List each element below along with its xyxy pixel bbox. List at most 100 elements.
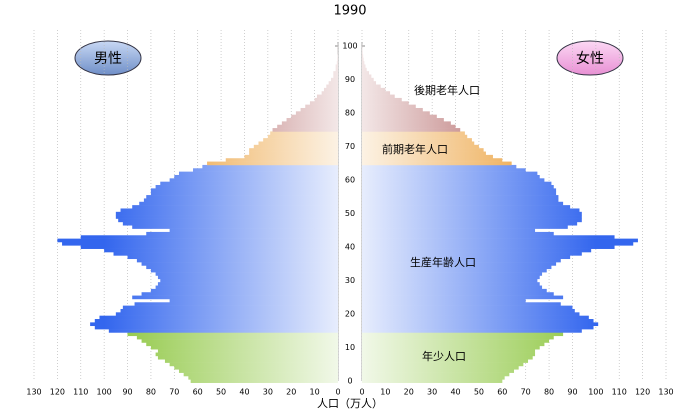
bar (249, 148, 338, 152)
bar (155, 185, 338, 189)
bar (362, 248, 592, 253)
bar (362, 101, 409, 105)
bar (362, 64, 366, 69)
bar (362, 191, 557, 196)
y-tick-label: 20 (345, 310, 355, 319)
bar (169, 362, 338, 367)
x-tick-label: 120 (50, 388, 65, 397)
bar (277, 124, 338, 129)
bar (136, 258, 338, 263)
bar (309, 101, 338, 105)
bar (362, 151, 486, 156)
bar (132, 295, 338, 300)
bar (362, 332, 564, 337)
bar (362, 268, 547, 273)
bar (281, 121, 338, 126)
x-axis-label: 人口（万人） (317, 397, 383, 410)
x-tick-label: 20 (286, 388, 296, 397)
bar (323, 87, 338, 92)
bar (336, 61, 338, 65)
bar (134, 302, 338, 306)
bar (362, 369, 514, 373)
bar (139, 201, 338, 206)
x-tick-label: 70 (169, 388, 179, 397)
bar (122, 305, 338, 310)
bar (362, 329, 582, 333)
bar (113, 252, 338, 256)
bar (362, 174, 540, 179)
bar (146, 231, 338, 236)
bar (94, 325, 338, 330)
bar (321, 91, 338, 95)
bar (330, 77, 338, 82)
bar (155, 272, 338, 276)
bar (362, 262, 557, 266)
bar (157, 355, 338, 360)
bar (362, 77, 374, 82)
x-tick-label: 110 (612, 388, 627, 397)
bar (362, 195, 559, 199)
bar (362, 138, 472, 142)
bar (202, 164, 338, 169)
x-tick-label: 80 (146, 388, 156, 397)
bar (362, 355, 533, 360)
bar (178, 171, 338, 176)
y-tick-label: 100 (342, 42, 357, 51)
bar (120, 208, 339, 213)
bar (362, 255, 571, 260)
bar (286, 118, 338, 122)
bar (150, 268, 338, 273)
bar (305, 104, 338, 109)
bar (362, 57, 364, 62)
bar (362, 258, 561, 263)
bar (183, 372, 338, 377)
bar (362, 302, 561, 306)
bar (362, 278, 538, 283)
bar (362, 107, 423, 112)
bar (120, 308, 339, 313)
bar (150, 345, 338, 350)
bar (115, 215, 338, 219)
bar (362, 211, 582, 216)
x-tick-label: 50 (216, 388, 226, 397)
bar (136, 335, 338, 340)
bar (362, 118, 444, 122)
bar (295, 111, 338, 115)
bar (362, 87, 386, 92)
bar (362, 161, 512, 166)
bar (362, 292, 554, 296)
bar (362, 322, 599, 327)
bar (362, 375, 505, 380)
bar (362, 298, 526, 303)
x-tick-label: 90 (567, 388, 577, 397)
bar (362, 181, 552, 186)
bar (270, 131, 338, 136)
y-tick-label: 80 (345, 109, 355, 118)
bar (127, 332, 339, 337)
x-tick-label: 120 (635, 388, 650, 397)
bar (62, 241, 339, 246)
bar (335, 64, 338, 69)
bar (362, 285, 543, 290)
bar (362, 104, 416, 109)
bar (362, 185, 554, 189)
bar (272, 128, 338, 132)
bar (362, 235, 615, 239)
bar (362, 305, 573, 310)
bar (253, 144, 338, 149)
bar (362, 141, 475, 146)
bar (362, 245, 615, 249)
bar (335, 67, 338, 72)
bar (143, 198, 338, 203)
bar (90, 322, 338, 327)
bar (362, 379, 503, 383)
bar (362, 198, 559, 203)
bar (174, 174, 338, 179)
bar (362, 124, 456, 129)
x-tick-label: 40 (239, 388, 249, 397)
bar (362, 275, 540, 280)
bar (104, 248, 339, 253)
bar (108, 329, 338, 333)
bar (362, 205, 571, 209)
bar (362, 208, 580, 213)
